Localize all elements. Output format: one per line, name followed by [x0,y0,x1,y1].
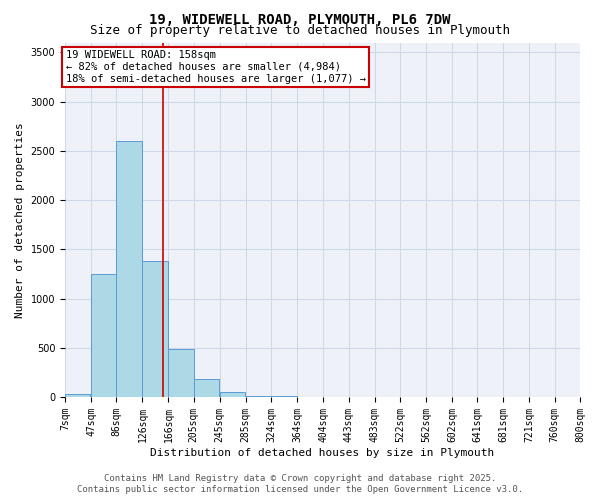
Bar [116,141,142,397]
Bar [91,274,116,397]
Bar [142,261,168,397]
Text: 19 WIDEWELL ROAD: 158sqm
← 82% of detached houses are smaller (4,984)
18% of sem: 19 WIDEWELL ROAD: 158sqm ← 82% of detach… [65,50,365,84]
Text: 19, WIDEWELL ROAD, PLYMOUTH, PL6 7DW: 19, WIDEWELL ROAD, PLYMOUTH, PL6 7DW [149,12,451,26]
X-axis label: Distribution of detached houses by size in Plymouth: Distribution of detached houses by size … [151,448,494,458]
Bar [194,379,219,397]
Bar [246,396,271,397]
Text: Size of property relative to detached houses in Plymouth: Size of property relative to detached ho… [90,24,510,37]
Bar [169,348,194,397]
Y-axis label: Number of detached properties: Number of detached properties [15,122,25,318]
Bar [65,394,91,397]
Bar [220,392,245,397]
Text: Contains HM Land Registry data © Crown copyright and database right 2025.
Contai: Contains HM Land Registry data © Crown c… [77,474,523,494]
